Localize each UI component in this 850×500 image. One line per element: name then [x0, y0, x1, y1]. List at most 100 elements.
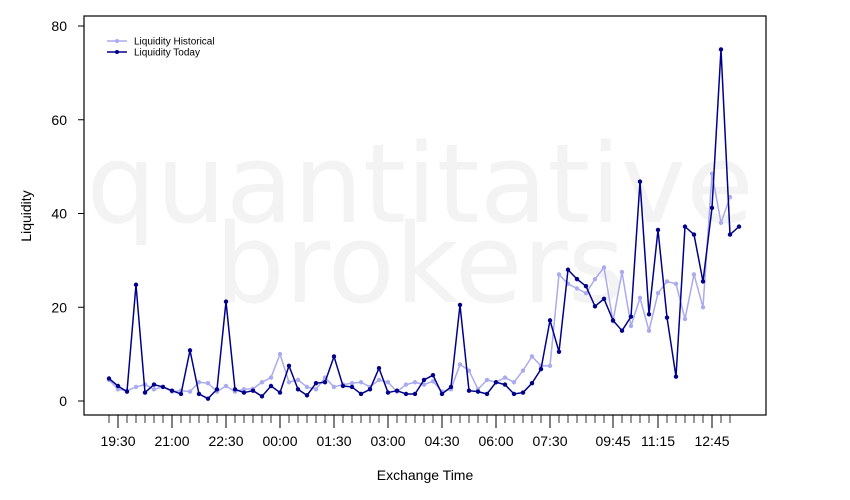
- data-point-historical: [619, 269, 625, 275]
- data-point-today: [205, 396, 211, 401]
- data-point-historical: [520, 368, 526, 373]
- data-point-historical: [313, 387, 319, 392]
- data-point-today: [466, 388, 472, 393]
- data-point-today: [331, 354, 337, 359]
- data-point-today: [484, 391, 490, 397]
- data-point-today: [673, 374, 679, 379]
- data-point-today: [187, 348, 193, 353]
- data-point-today: [214, 387, 220, 392]
- y-axis-title: Liquidity: [18, 190, 34, 241]
- data-point-today: [628, 314, 634, 319]
- data-point-today: [574, 276, 580, 282]
- data-point-historical: [457, 362, 463, 367]
- data-point-today: [286, 363, 292, 369]
- data-point-historical: [277, 351, 283, 357]
- data-point-historical: [655, 290, 661, 296]
- data-point-historical: [484, 377, 490, 383]
- x-tick-label: 11:15: [641, 433, 675, 449]
- data-point-today: [682, 224, 688, 229]
- data-point-today: [223, 299, 229, 304]
- data-point-today: [709, 205, 715, 211]
- data-point-today: [583, 283, 589, 289]
- data-point-today: [277, 390, 283, 395]
- data-point-today: [610, 318, 616, 323]
- data-point-historical: [421, 382, 427, 387]
- data-point-historical: [637, 295, 643, 301]
- x-tick-label: 04:30: [424, 433, 459, 449]
- data-point-historical: [529, 354, 535, 359]
- data-point-historical: [466, 368, 472, 373]
- data-point-today: [196, 391, 202, 397]
- data-point-historical: [430, 379, 436, 384]
- x-tick-label: 21:00: [154, 433, 189, 449]
- data-point-today: [151, 382, 157, 387]
- x-tick-label: 12:45: [694, 433, 729, 449]
- data-point-today: [646, 312, 652, 317]
- data-point-today: [556, 349, 562, 354]
- data-point-historical: [673, 281, 679, 287]
- x-tick-label: 07:30: [532, 433, 567, 449]
- data-point-today: [664, 315, 670, 320]
- data-point-today: [376, 365, 382, 371]
- data-point-today: [367, 387, 373, 392]
- plot-frame: [83, 15, 767, 416]
- data-point-today: [259, 394, 265, 399]
- data-point-historical: [502, 375, 508, 380]
- legend-label: Liquidity Today: [134, 48, 200, 59]
- legend-label: Liquidity Historical: [134, 37, 215, 48]
- data-point-today: [304, 393, 310, 398]
- data-point-today: [295, 387, 301, 392]
- y-tick-label: 40: [51, 206, 67, 222]
- y-tick-label: 0: [59, 393, 67, 409]
- data-point-historical: [187, 389, 193, 394]
- data-point-historical: [151, 387, 157, 392]
- y-tick-label: 20: [51, 299, 67, 315]
- data-point-historical: [358, 380, 364, 385]
- data-point-historical: [700, 305, 706, 310]
- data-point-today: [142, 390, 148, 395]
- data-point-historical: [331, 384, 337, 390]
- data-point-today: [322, 380, 328, 385]
- data-point-today: [394, 388, 400, 393]
- data-point-today: [529, 380, 535, 386]
- data-point-today: [340, 383, 346, 389]
- data-point-today: [691, 232, 697, 237]
- data-point-historical: [592, 276, 598, 282]
- y-tick-label: 60: [51, 112, 67, 128]
- data-point-historical: [511, 380, 517, 385]
- data-point-historical: [718, 220, 724, 226]
- data-point-today: [538, 366, 544, 372]
- data-point-historical: [412, 380, 418, 385]
- data-point-today: [493, 380, 499, 385]
- data-point-today: [439, 391, 445, 397]
- data-point-historical: [295, 377, 301, 383]
- data-point-historical: [241, 387, 247, 392]
- data-point-today: [475, 389, 481, 394]
- data-point-historical: [268, 375, 274, 380]
- x-tick-label: 01:30: [316, 433, 351, 449]
- x-axis-title: Exchange Time: [377, 467, 474, 483]
- data-point-today: [502, 382, 508, 387]
- data-point-historical: [547, 363, 553, 369]
- data-point-today: [547, 318, 553, 323]
- data-point-historical: [664, 279, 670, 284]
- data-point-today: [250, 388, 256, 393]
- x-tick-label: 22:30: [208, 433, 243, 449]
- data-point-today: [637, 179, 643, 184]
- data-point-today: [601, 296, 607, 302]
- data-point-historical: [709, 171, 715, 176]
- data-point-today: [358, 391, 364, 397]
- data-point-today: [700, 279, 706, 284]
- data-point-historical: [646, 328, 652, 333]
- data-point-historical: [286, 380, 292, 385]
- data-point-today: [430, 373, 436, 378]
- data-point-historical: [682, 316, 688, 322]
- data-point-today: [313, 380, 319, 386]
- x-axis: 19:30 21:00 22:30 00:00 01:30 03:00 04:30 06:00…: [100, 415, 731, 449]
- data-point-today: [385, 390, 391, 395]
- data-point-today: [592, 304, 598, 309]
- data-point-historical: [385, 380, 391, 385]
- data-point-today: [421, 377, 427, 383]
- x-tick-label: 06:00: [478, 433, 513, 449]
- data-point-today: [520, 390, 526, 395]
